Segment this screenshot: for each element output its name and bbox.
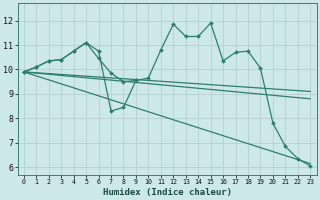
X-axis label: Humidex (Indice chaleur): Humidex (Indice chaleur) — [103, 188, 232, 197]
